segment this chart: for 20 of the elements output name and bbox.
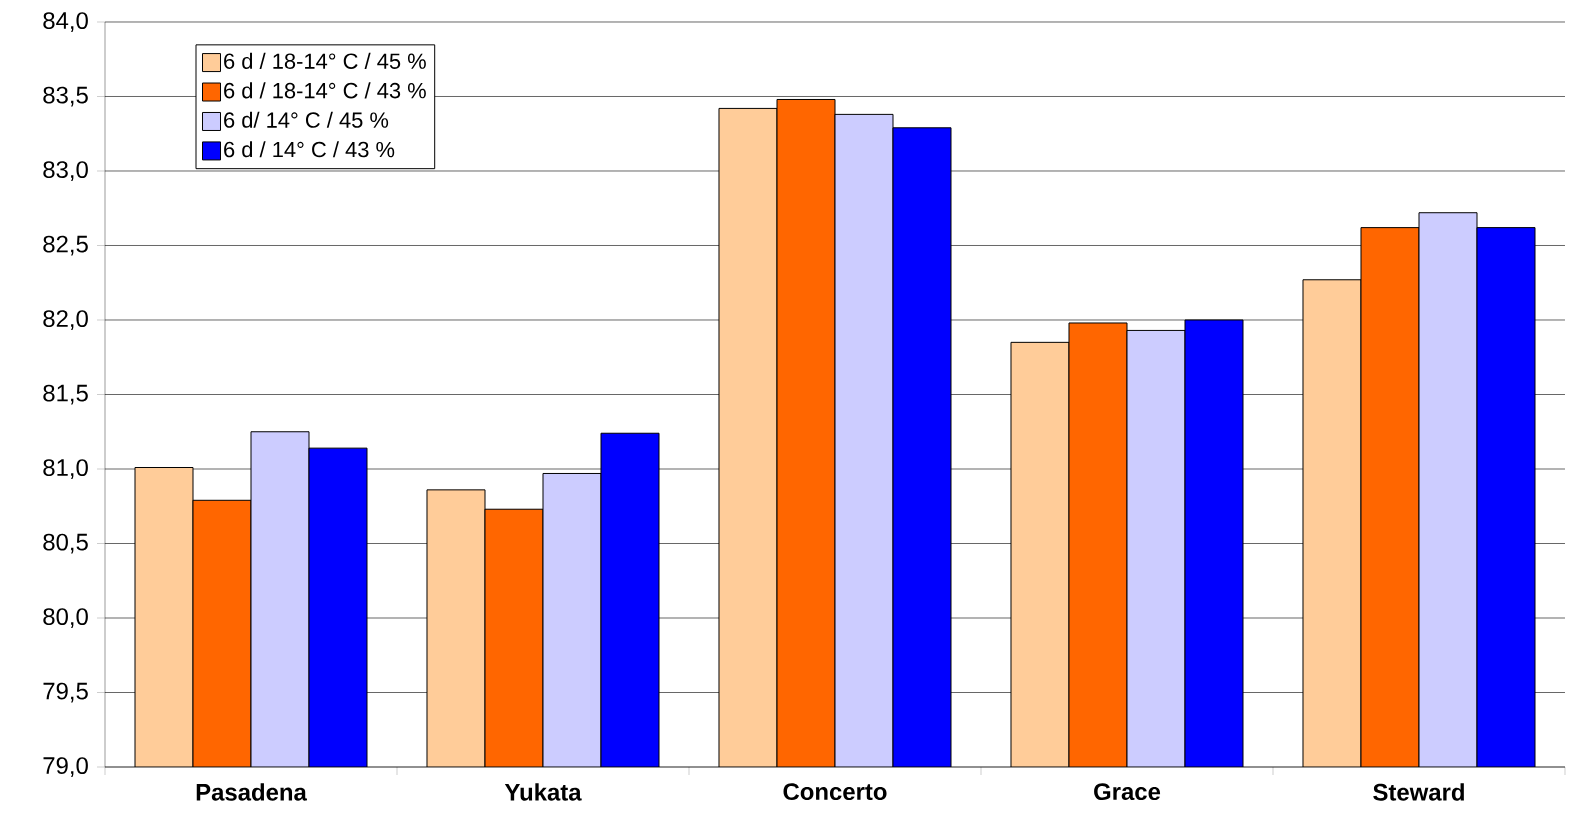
y-tick-label: 82,5 bbox=[43, 235, 88, 256]
x-tick-label: Concerto bbox=[783, 783, 887, 801]
x-tick-label: Grace bbox=[1094, 783, 1161, 801]
legend-label: 6 d/ 14° C / 45 % bbox=[224, 111, 389, 128]
y-tick-label: 80,0 bbox=[43, 608, 88, 628]
y-tick-label: 79,5 bbox=[43, 682, 88, 703]
legend-label: 6 d / 18-14° C / 43 % bbox=[224, 82, 426, 99]
legend-label: 6 d / 18-14° C / 45 % bbox=[224, 52, 426, 69]
y-tick-label: 81,0 bbox=[43, 459, 88, 479]
y-tick-label: 81,5 bbox=[43, 384, 88, 405]
y-tick-label: 83,0 bbox=[43, 161, 88, 181]
y-tick-label: 82,0 bbox=[43, 310, 88, 330]
x-tick-label: Yukata bbox=[504, 783, 582, 801]
x-tick-label: Steward bbox=[1373, 783, 1464, 801]
y-tick-label: 80,5 bbox=[43, 533, 88, 554]
legend-label: 6 d / 14° C / 43 % bbox=[224, 141, 395, 158]
y-tick-label: 79,0 bbox=[43, 757, 88, 777]
y-tick-label: 84,0 bbox=[43, 12, 88, 32]
y-tick-label: 83,5 bbox=[43, 86, 88, 107]
x-tick-label: Pasadena bbox=[196, 783, 307, 801]
